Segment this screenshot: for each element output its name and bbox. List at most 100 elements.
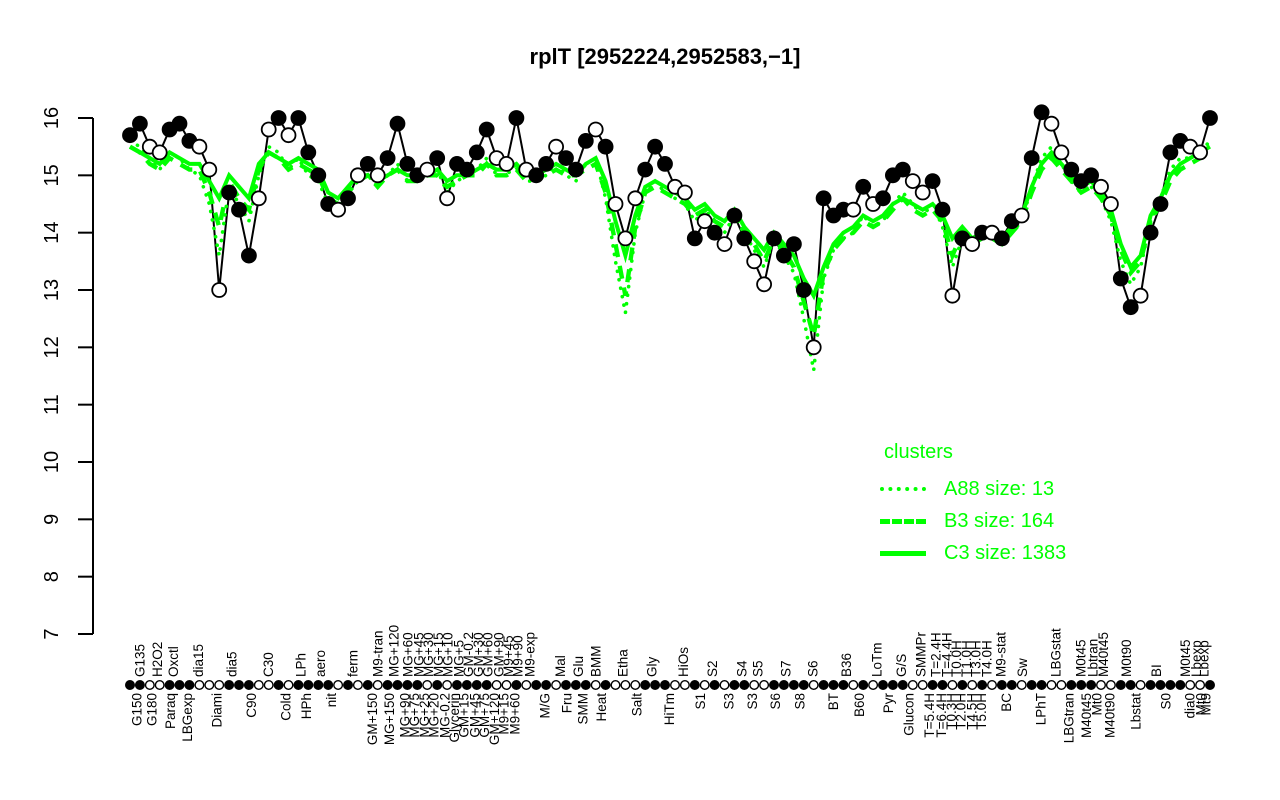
data-point-open [914, 184, 931, 201]
condition-marker [521, 680, 532, 691]
x-tick-label-bottom: MG+75 [407, 693, 422, 738]
condition-marker [352, 680, 363, 691]
data-point-open [964, 236, 981, 253]
data-point-filled [647, 138, 663, 155]
condition-marker [650, 680, 661, 691]
x-tick-label-bottom: S6 [768, 693, 783, 710]
condition-marker [243, 680, 254, 691]
data-point-filled [300, 144, 317, 161]
data-point-filled [1033, 104, 1050, 121]
x-tick-label-top: GM+30 [471, 632, 486, 677]
x-tick-label-bottom: S1 [693, 693, 708, 710]
condition-marker [194, 680, 205, 691]
legend-title: clusters [884, 441, 953, 463]
condition-marker [660, 680, 671, 691]
x-tick-label-top: T3.0H [969, 640, 984, 677]
x-tick-label-top: S7 [779, 660, 794, 677]
x-tick-label-bottom: Glycerin [447, 693, 462, 743]
x-tick-label-bottom: MG+20 [426, 693, 441, 738]
condition-marker [402, 680, 413, 691]
x-tick-label-bottom: MG+150 [382, 693, 397, 745]
data-point-filled [924, 173, 941, 190]
x-tick-label-bottom: nit [324, 693, 339, 708]
x-tick-label-top: GM+90 [491, 632, 506, 677]
data-point-filled [686, 230, 703, 247]
x-tick-label-top: G135 [133, 644, 148, 677]
data-point-filled [240, 247, 257, 264]
data-point-open [716, 236, 733, 253]
data-point-filled [458, 161, 475, 178]
x-tick-label-top: M0t90 [1119, 639, 1134, 677]
data-point-filled [131, 115, 148, 132]
condition-marker [878, 680, 889, 691]
condition-marker [144, 680, 155, 691]
data-point-filled [429, 150, 446, 167]
condition-marker [1155, 680, 1166, 691]
condition-marker [1145, 680, 1156, 691]
x-tick-label-top: B36 [839, 653, 854, 677]
x-tick-label-top: MG+5 [451, 640, 466, 677]
x-tick-label-top: Etha [615, 649, 630, 677]
x-tick-label-top: M9-tran [370, 630, 385, 677]
condition-marker [620, 680, 631, 691]
x-tick-label-bottom: GM+15 [457, 693, 472, 738]
x-tick-label-top: Sw [1015, 658, 1030, 677]
data-point-open [677, 184, 693, 201]
x-tick-label-bottom: Diami [209, 693, 224, 728]
x-tick-label-bottom: MG-0.2 [437, 693, 452, 738]
data-point-filled [379, 150, 396, 167]
condition-marker [808, 680, 819, 691]
data-point-open [1192, 144, 1208, 161]
condition-marker [224, 680, 235, 691]
expression-line [129, 110, 1211, 348]
data-point-filled [558, 150, 574, 167]
data-point-open [944, 287, 961, 304]
condition-marker [798, 680, 809, 691]
data-point-open [191, 138, 208, 155]
condition-marker [1095, 680, 1106, 691]
x-tick-label-bottom: MG+90 [397, 693, 412, 738]
condition-marker [719, 680, 730, 691]
condition-marker [987, 680, 998, 691]
data-point-filled [171, 115, 188, 132]
data-point-filled [1202, 110, 1218, 126]
x-tick-label-top: ferm [345, 650, 360, 677]
legend-label-a88: A88 size: 13 [944, 477, 1055, 500]
condition-marker [1046, 680, 1057, 691]
condition-marker [233, 680, 244, 691]
condition-marker [749, 680, 760, 691]
data-point-filled [310, 167, 327, 184]
condition-marker [996, 680, 1007, 691]
condition-marker [382, 680, 393, 691]
data-point-open [330, 201, 347, 218]
x-tick-label-top: M0t45 [1178, 639, 1193, 677]
data-point-open [498, 155, 515, 172]
y-tick-label: 9 [41, 514, 63, 525]
data-point-open [627, 190, 644, 207]
x-tick-label-bottom: Salt [630, 693, 645, 717]
condition-marker [1204, 680, 1215, 691]
data-point-open [439, 190, 456, 207]
condition-marker [1006, 680, 1017, 691]
x-tick-label-bottom: T0.3H [944, 693, 959, 730]
condition-marker [174, 680, 185, 691]
condition-marker [937, 680, 948, 691]
condition-marker [303, 680, 314, 691]
x-tick-label-top: T0.0H [949, 640, 964, 677]
x-tick-label-bottom: LPhT [1033, 693, 1048, 725]
x-tick-label-top: M40t45 [1096, 632, 1111, 677]
data-point-filled [389, 115, 406, 132]
data-point-filled [1023, 150, 1040, 167]
condition-marker [689, 680, 700, 691]
x-tick-label-top: S6 [806, 660, 821, 677]
condition-marker [1026, 680, 1037, 691]
condition-marker [778, 680, 789, 691]
x-tick-label-top: GM-0.2 [461, 632, 476, 677]
condition-marker [947, 680, 958, 691]
x-tick-label-bottom: C90 [244, 693, 259, 718]
data-point-filled [795, 282, 812, 298]
data-point-open [845, 201, 862, 218]
legend-row-a88: A88 size: 13 [880, 473, 1066, 505]
x-tick-label-bottom: HiTm [662, 693, 677, 725]
condition-marker [531, 680, 542, 691]
